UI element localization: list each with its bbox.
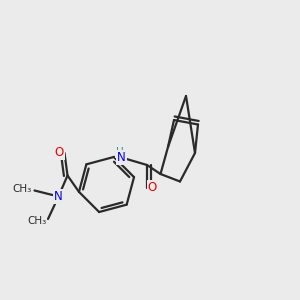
Text: N: N (54, 190, 63, 203)
Text: N: N (117, 151, 126, 164)
Text: CH₃: CH₃ (13, 184, 32, 194)
Text: O: O (148, 181, 157, 194)
Text: O: O (55, 146, 64, 160)
Text: CH₃: CH₃ (27, 215, 46, 226)
Text: H: H (116, 147, 124, 157)
